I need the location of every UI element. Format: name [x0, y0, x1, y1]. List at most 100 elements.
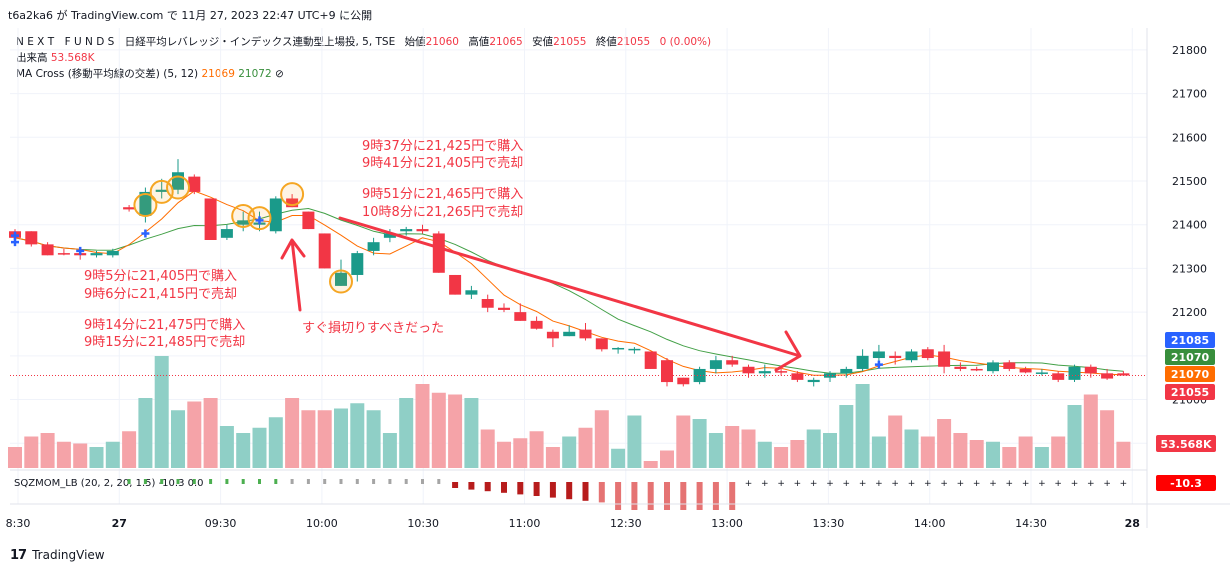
osc-plus: +: [1006, 479, 1014, 489]
volume-bar: [236, 433, 251, 468]
volume-bar: [8, 447, 22, 468]
osc-bar: [549, 482, 556, 498]
trade-circle: [329, 269, 353, 294]
cross-marker: [76, 246, 85, 255]
volume-bar: [611, 448, 626, 468]
osc-tick: [404, 479, 408, 484]
volume-bar: [855, 384, 870, 468]
volume-bar: [24, 436, 39, 468]
price-label-box: [1165, 384, 1215, 400]
osc-tick: [258, 479, 261, 484]
candle-body: [25, 231, 38, 245]
osc-bar: [647, 482, 654, 510]
volume-bar: [252, 427, 267, 468]
x-tick-label: 14:30: [1015, 517, 1047, 530]
candle-body: [237, 220, 250, 225]
close-value: 21055: [616, 36, 651, 48]
volume-bar: [138, 398, 153, 468]
candle-body: [1003, 362, 1016, 369]
volume-bar: [692, 419, 707, 468]
candle-body: [449, 274, 462, 295]
volume-bar: [56, 441, 71, 468]
candle-body: [383, 233, 396, 238]
squeeze-momentum: SQZMOM_LB (20, 2, 20, 1.5) -10.3 0.0 + + + +…: [14, 478, 1127, 510]
osc-tick: [241, 479, 245, 484]
candle-body: [872, 351, 885, 359]
candle-body: [514, 312, 527, 321]
volume-bar: [219, 426, 234, 468]
trade-circle: [133, 193, 158, 218]
volume-bar: [105, 441, 120, 468]
osc-bar: [468, 482, 475, 490]
osc-tick: [388, 479, 392, 484]
volume-bar: [285, 398, 300, 468]
candle-body: [1101, 373, 1114, 379]
osc-plus: +: [1103, 479, 1111, 489]
volume-bar: [594, 410, 609, 468]
volume-bar: [823, 433, 837, 468]
volume-bar: [399, 398, 414, 468]
volume-bar: [986, 441, 1000, 468]
volume-bar: [562, 436, 577, 468]
osc-plus: +: [1071, 479, 1079, 489]
volume-bar: [888, 415, 903, 468]
footer[interactable]: 17 TradingView: [10, 546, 105, 564]
volume-bar: [953, 433, 968, 468]
volume-bar: [431, 392, 446, 468]
osc-plus: +: [924, 479, 932, 489]
x-tick-label: 14:00: [914, 517, 946, 530]
candle-body: [954, 366, 967, 369]
volume-bar: [334, 408, 348, 468]
osc-bar: [696, 482, 703, 510]
legend-volume-row[interactable]: 出来高 53.568K: [16, 50, 711, 66]
x-tick-label: 12:30: [610, 517, 642, 530]
candle-body: [335, 272, 347, 286]
volume-bar: [969, 440, 984, 468]
candle-body: [123, 207, 136, 210]
candle-body: [1068, 366, 1081, 380]
candle-body: [204, 198, 217, 240]
ma-label: MA Cross (移動平均線の交差) (5, 12): [16, 68, 199, 80]
osc-tick: [421, 479, 424, 484]
price-label-box: [1165, 332, 1215, 348]
osc-bar: [680, 482, 687, 510]
candle-body: [432, 233, 445, 273]
price-label-box: [1165, 366, 1215, 382]
osc-bar: [501, 482, 507, 493]
x-tick-label: 13:00: [711, 517, 743, 530]
osc-tick: [225, 479, 229, 484]
volume-bar: [513, 438, 528, 468]
volume-bar: [268, 417, 283, 468]
candle-body: [612, 347, 625, 350]
osc-bar: [533, 482, 540, 496]
open-value: 21060: [425, 36, 459, 48]
legend-ma-row[interactable]: MA Cross (移動平均線の交差) (5, 12) 21069 21072 …: [16, 66, 711, 82]
candle-body: [400, 229, 413, 232]
candle-body: [644, 351, 657, 369]
candle-body: [139, 191, 152, 216]
osc-bar: [582, 482, 589, 501]
osc-bar: [615, 482, 622, 510]
x-tick-label: 10:30: [407, 517, 439, 530]
candle-body: [791, 373, 804, 380]
candle-body: [970, 368, 983, 371]
osc-plus: +: [891, 479, 899, 489]
candle-body: [318, 233, 331, 269]
legend-symbol-row[interactable]: N E X T F U N D S 日経平均レバレッジ・インデックス連動型上場投…: [16, 34, 711, 50]
candle-body: [351, 253, 364, 275]
x-tick-label: 28: [1125, 517, 1140, 530]
trade-circle: [166, 175, 190, 200]
osc-bar: [566, 482, 573, 500]
osc-plus: +: [1022, 479, 1030, 489]
volume-bar: [415, 384, 430, 468]
osc-bar: [729, 482, 736, 510]
volume-bar: [660, 450, 674, 468]
hidden-eye-icon[interactable]: ⊘: [274, 68, 284, 80]
osc-plus: +: [973, 479, 981, 489]
open-label: 始値: [404, 36, 426, 48]
volume-bar: [790, 440, 805, 468]
volume-bar: [1051, 436, 1066, 468]
price-label: 21070: [1171, 351, 1210, 364]
volume-bar: [480, 429, 495, 468]
